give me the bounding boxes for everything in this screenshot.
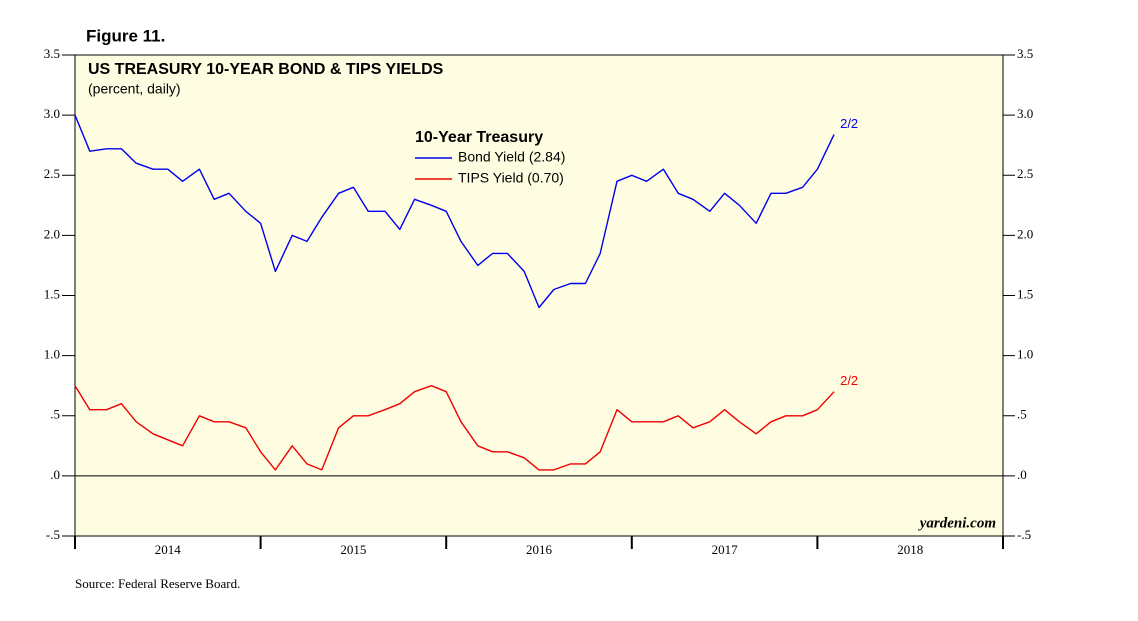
y2-tick-label: 1.0 bbox=[1017, 347, 1033, 362]
legend-title: 10-Year Treasury bbox=[415, 129, 543, 146]
y2-tick-label: .0 bbox=[1017, 467, 1027, 482]
chart-subtitle: (percent, daily) bbox=[88, 81, 181, 97]
y-tick-label: -.5 bbox=[46, 527, 60, 542]
x-tick-label: 2015 bbox=[340, 542, 366, 557]
legend-label: TIPS Yield (0.70) bbox=[458, 170, 564, 186]
y2-tick-label: 2.5 bbox=[1017, 166, 1033, 181]
y2-tick-label: 2.0 bbox=[1017, 226, 1033, 241]
line-series bbox=[74, 385, 835, 471]
line-series bbox=[74, 114, 835, 309]
y-tick-label: 2.0 bbox=[44, 226, 60, 241]
y2-tick-label: 3.0 bbox=[1017, 106, 1033, 121]
figure-label: Figure 11. bbox=[86, 26, 165, 45]
y-tick-label: 2.5 bbox=[44, 166, 60, 181]
y-tick-label: 3.0 bbox=[44, 106, 60, 121]
y-tick-label: .5 bbox=[50, 407, 60, 422]
y2-tick-label: -.5 bbox=[1017, 527, 1031, 542]
end-label: 2/2 bbox=[840, 373, 858, 388]
y2-tick-label: 3.5 bbox=[1017, 46, 1033, 61]
y2-tick-label: 1.5 bbox=[1017, 286, 1033, 301]
watermark: yardeni.com bbox=[918, 515, 996, 531]
x-tick-label: 2018 bbox=[897, 542, 923, 557]
x-tick-label: 2014 bbox=[155, 542, 182, 557]
y-tick-label: 1.5 bbox=[44, 286, 60, 301]
chart-title: US TREASURY 10-YEAR BOND & TIPS YIELDS bbox=[88, 61, 444, 78]
legend-label: Bond Yield (2.84) bbox=[458, 149, 565, 165]
x-tick-label: 2016 bbox=[526, 542, 553, 557]
x-tick-label: 2017 bbox=[712, 542, 739, 557]
end-label: 2/2 bbox=[840, 116, 858, 131]
y-tick-label: 3.5 bbox=[44, 46, 60, 61]
plot-area bbox=[74, 54, 1004, 537]
y-tick-label: 1.0 bbox=[44, 347, 60, 362]
y-tick-label: .0 bbox=[50, 467, 60, 482]
y2-tick-label: .5 bbox=[1017, 407, 1027, 422]
source: Source: Federal Reserve Board. bbox=[75, 576, 240, 591]
